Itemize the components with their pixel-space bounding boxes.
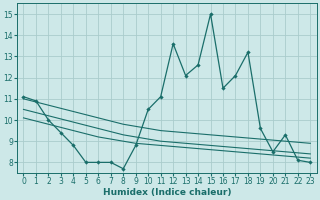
X-axis label: Humidex (Indice chaleur): Humidex (Indice chaleur) — [103, 188, 231, 197]
